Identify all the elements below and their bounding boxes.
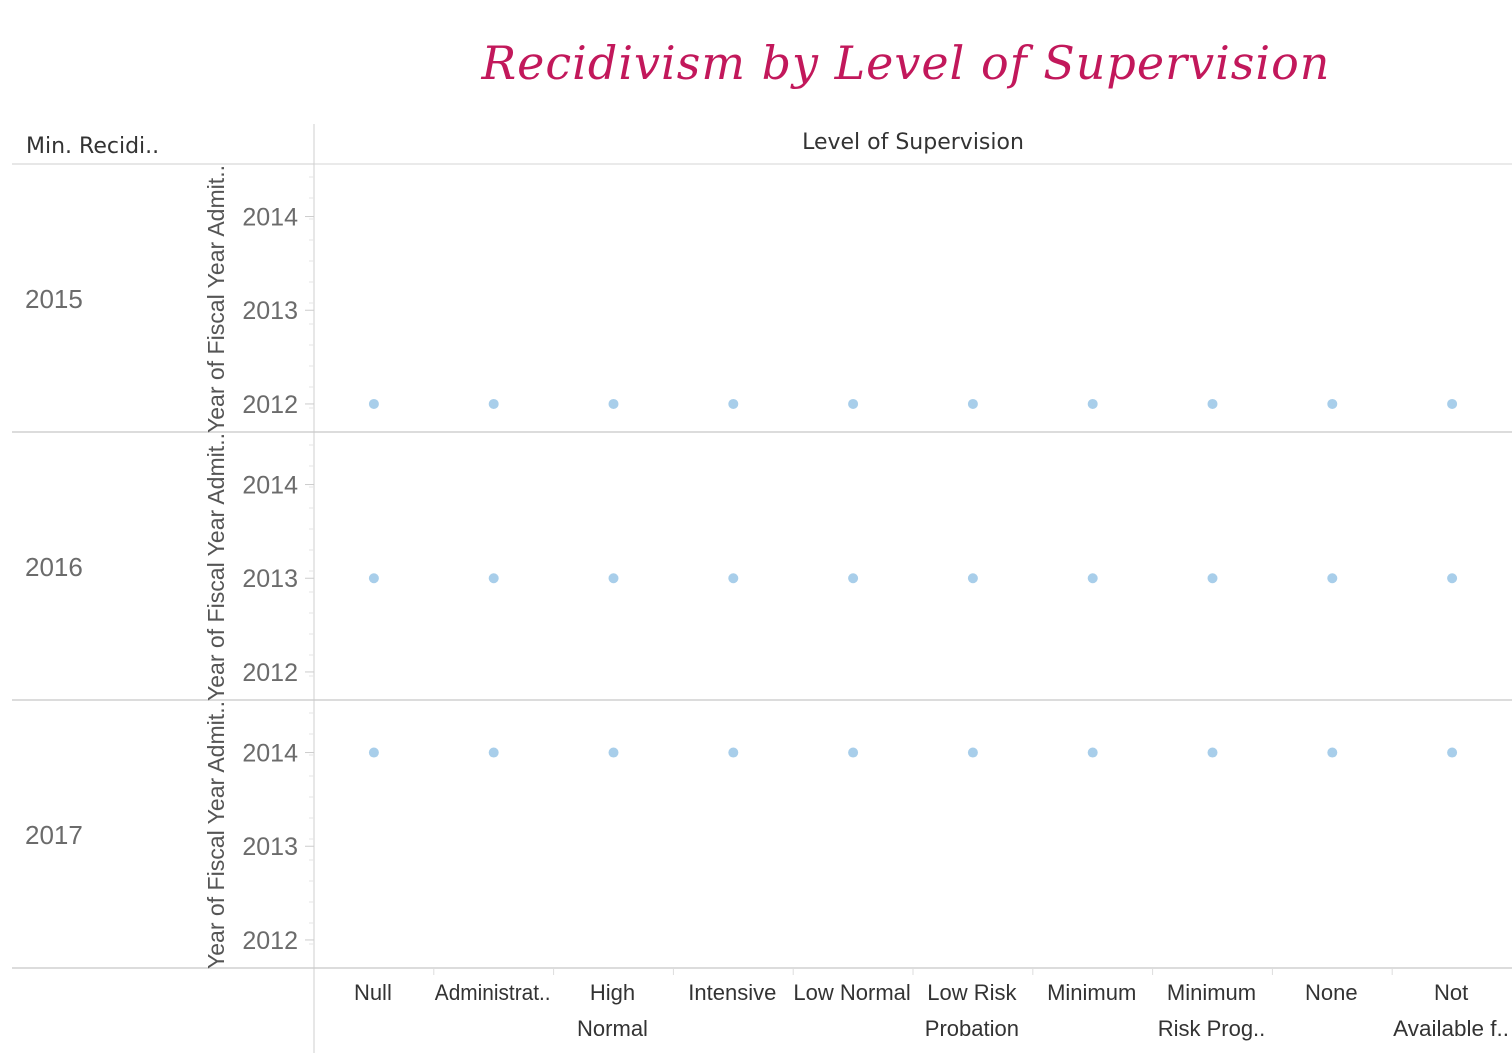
data-point bbox=[1447, 398, 1458, 409]
category-label: Intensive bbox=[688, 980, 776, 1005]
category-label: None bbox=[1305, 980, 1358, 1005]
data-point bbox=[1327, 747, 1338, 758]
data-point bbox=[728, 398, 739, 409]
y-tick-label: 2012 bbox=[242, 659, 298, 687]
category-label: Minimum bbox=[1047, 980, 1136, 1005]
data-point bbox=[1327, 398, 1338, 409]
y-tick-label: 2012 bbox=[242, 391, 298, 419]
data-point bbox=[488, 398, 499, 409]
data-point bbox=[1087, 747, 1098, 758]
data-point bbox=[368, 747, 379, 758]
data-point bbox=[608, 573, 619, 584]
y-tick-label: 2013 bbox=[242, 565, 298, 593]
category-label: Minimum bbox=[1167, 980, 1256, 1005]
data-point bbox=[728, 573, 739, 584]
data-point bbox=[608, 747, 619, 758]
category-label: Available f.. bbox=[1393, 1016, 1509, 1041]
data-point bbox=[848, 573, 859, 584]
category-label: Probation bbox=[925, 1016, 1019, 1041]
data-point bbox=[848, 398, 859, 409]
data-point bbox=[728, 747, 739, 758]
y-axis-title: Year of Fiscal Year Admit.. bbox=[203, 433, 229, 701]
data-point bbox=[1327, 573, 1338, 584]
data-point bbox=[1087, 398, 1098, 409]
data-point bbox=[1207, 398, 1218, 409]
category-label: Not bbox=[1434, 980, 1468, 1005]
category-label: Risk Prog.. bbox=[1158, 1016, 1266, 1041]
data-point bbox=[1087, 573, 1098, 584]
category-label: Low Normal bbox=[793, 980, 910, 1005]
y-axis-title: Year of Fiscal Year Admit.. bbox=[203, 165, 229, 433]
data-point bbox=[1207, 747, 1218, 758]
data-point bbox=[368, 573, 379, 584]
category-label: Null bbox=[354, 980, 392, 1005]
data-point bbox=[608, 398, 619, 409]
pane-label: 2017 bbox=[25, 820, 83, 850]
category-label: Low Risk bbox=[927, 980, 1017, 1005]
category-label: High bbox=[590, 980, 635, 1005]
y-tick-label: 2012 bbox=[242, 927, 298, 955]
category-label: Administrat.. bbox=[435, 980, 551, 1005]
y-tick-label: 2014 bbox=[242, 204, 298, 232]
pane-label: 2015 bbox=[25, 284, 83, 314]
y-tick-label: 2014 bbox=[242, 740, 298, 768]
data-point bbox=[1447, 573, 1458, 584]
pane-label: 2016 bbox=[25, 552, 83, 582]
data-point bbox=[488, 747, 499, 758]
data-point bbox=[1207, 573, 1218, 584]
data-point bbox=[488, 573, 499, 584]
data-point bbox=[967, 398, 978, 409]
data-point bbox=[967, 573, 978, 584]
chart-title: Recidivism by Level of Supervision bbox=[481, 36, 1331, 90]
y-axis-title: Year of Fiscal Year Admit.. bbox=[203, 701, 229, 969]
category-label: Normal bbox=[577, 1016, 648, 1041]
y-tick-label: 2013 bbox=[242, 297, 298, 325]
row-header-title: Min. Recidi.. bbox=[26, 134, 160, 159]
data-point bbox=[848, 747, 859, 758]
y-tick-label: 2013 bbox=[242, 833, 298, 861]
column-header-title: Level of Supervision bbox=[802, 130, 1024, 155]
data-point bbox=[1447, 747, 1458, 758]
y-tick-label: 2014 bbox=[242, 472, 298, 500]
data-point bbox=[967, 747, 978, 758]
data-point bbox=[368, 398, 379, 409]
